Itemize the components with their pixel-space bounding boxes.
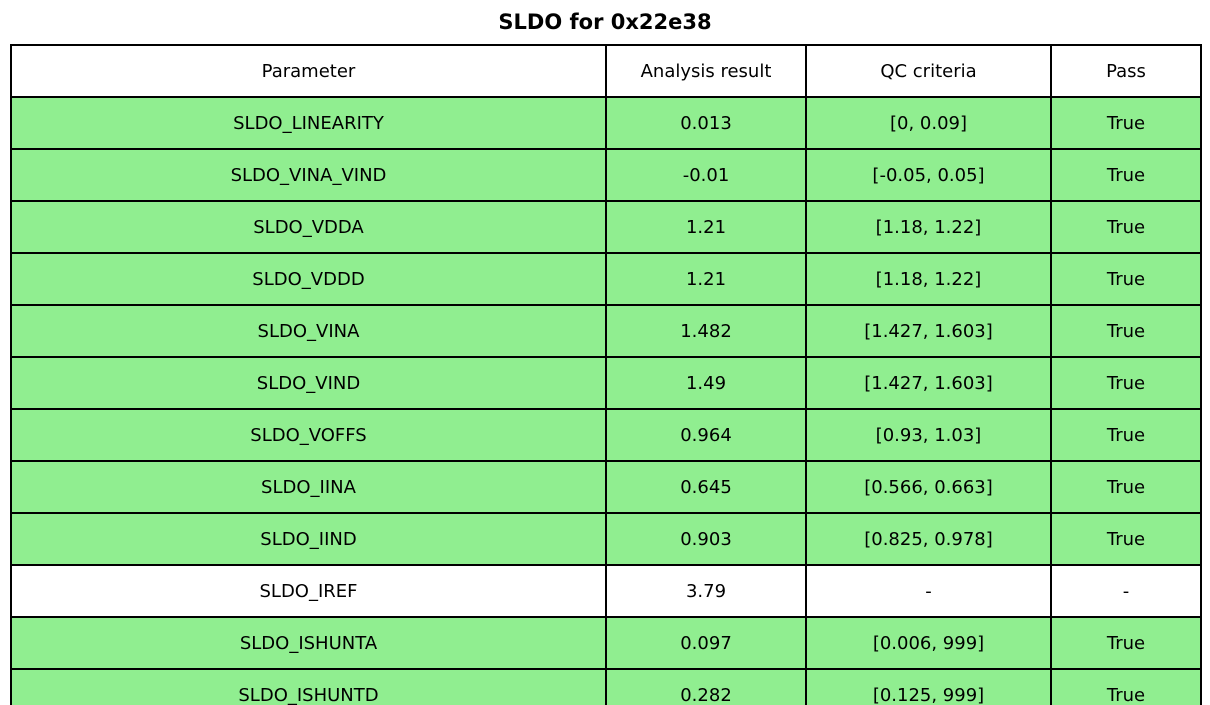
table-header: Parameter Analysis result QC criteria Pa… [10,44,1202,98]
result-cell: 1.21 [605,252,807,306]
table-row: SLDO_VDDA 1.21 [1.18, 1.22] True [10,200,1202,254]
pass-cell: True [1050,148,1202,202]
result-cell: 0.964 [605,408,807,462]
result-cell: 0.013 [605,96,807,150]
result-cell: 0.903 [605,512,807,566]
result-cell: 0.097 [605,616,807,670]
criteria-cell: [0.125, 999] [805,668,1052,705]
criteria-cell: [1.18, 1.22] [805,200,1052,254]
column-header-analysis-result: Analysis result [605,44,807,98]
parameter-cell: SLDO_VINA_VIND [10,148,607,202]
result-cell: 3.79 [605,564,807,618]
table-row: SLDO_VINA_VIND -0.01 [-0.05, 0.05] True [10,148,1202,202]
criteria-cell: [1.18, 1.22] [805,252,1052,306]
table-row: SLDO_IINA 0.645 [0.566, 0.663] True [10,460,1202,514]
parameter-cell: SLDO_ISHUNTA [10,616,607,670]
pass-cell: True [1050,200,1202,254]
parameter-cell: SLDO_VDDA [10,200,607,254]
qc-results-table: Parameter Analysis result QC criteria Pa… [10,44,1202,705]
criteria-cell: [0.93, 1.03] [805,408,1052,462]
parameter-cell: SLDO_LINEARITY [10,96,607,150]
criteria-cell: [1.427, 1.603] [805,356,1052,410]
table-row: SLDO_ISHUNTA 0.097 [0.006, 999] True [10,616,1202,670]
result-cell: 0.645 [605,460,807,514]
column-header-parameter: Parameter [10,44,607,98]
criteria-cell: [-0.05, 0.05] [805,148,1052,202]
column-header-qc-criteria: QC criteria [805,44,1052,98]
column-header-pass: Pass [1050,44,1202,98]
parameter-cell: SLDO_VOFFS [10,408,607,462]
pass-cell: True [1050,616,1202,670]
pass-cell: - [1050,564,1202,618]
pass-cell: True [1050,668,1202,705]
table-row: SLDO_IIND 0.903 [0.825, 0.978] True [10,512,1202,566]
parameter-cell: SLDO_VINA [10,304,607,358]
result-cell: 0.282 [605,668,807,705]
pass-cell: True [1050,304,1202,358]
table-row: SLDO_ISHUNTD 0.282 [0.125, 999] True [10,668,1202,705]
parameter-cell: SLDO_VIND [10,356,607,410]
table-row: SLDO_VIND 1.49 [1.427, 1.603] True [10,356,1202,410]
parameter-cell: SLDO_IINA [10,460,607,514]
parameter-cell: SLDO_IREF [10,564,607,618]
pass-cell: True [1050,460,1202,514]
figure-title: SLDO for 0x22e38 [498,10,712,34]
parameter-cell: SLDO_VDDD [10,252,607,306]
table-body: SLDO_LINEARITY 0.013 [0, 0.09] True SLDO… [10,96,1202,705]
criteria-cell: [0.825, 0.978] [805,512,1052,566]
criteria-cell: [0.566, 0.663] [805,460,1052,514]
header-row: Parameter Analysis result QC criteria Pa… [10,44,1202,98]
parameter-cell: SLDO_IIND [10,512,607,566]
table-row: SLDO_VINA 1.482 [1.427, 1.603] True [10,304,1202,358]
pass-cell: True [1050,512,1202,566]
pass-cell: True [1050,252,1202,306]
pass-cell: True [1050,356,1202,410]
result-cell: 1.21 [605,200,807,254]
result-cell: 1.49 [605,356,807,410]
parameter-cell: SLDO_ISHUNTD [10,668,607,705]
result-cell: -0.01 [605,148,807,202]
table-row: SLDO_IREF 3.79 - - [10,564,1202,618]
criteria-cell: - [805,564,1052,618]
pass-cell: True [1050,408,1202,462]
criteria-cell: [0, 0.09] [805,96,1052,150]
table-row: SLDO_VDDD 1.21 [1.18, 1.22] True [10,252,1202,306]
pass-cell: True [1050,96,1202,150]
criteria-cell: [0.006, 999] [805,616,1052,670]
result-cell: 1.482 [605,304,807,358]
criteria-cell: [1.427, 1.603] [805,304,1052,358]
table-row: SLDO_LINEARITY 0.013 [0, 0.09] True [10,96,1202,150]
table-row: SLDO_VOFFS 0.964 [0.93, 1.03] True [10,408,1202,462]
